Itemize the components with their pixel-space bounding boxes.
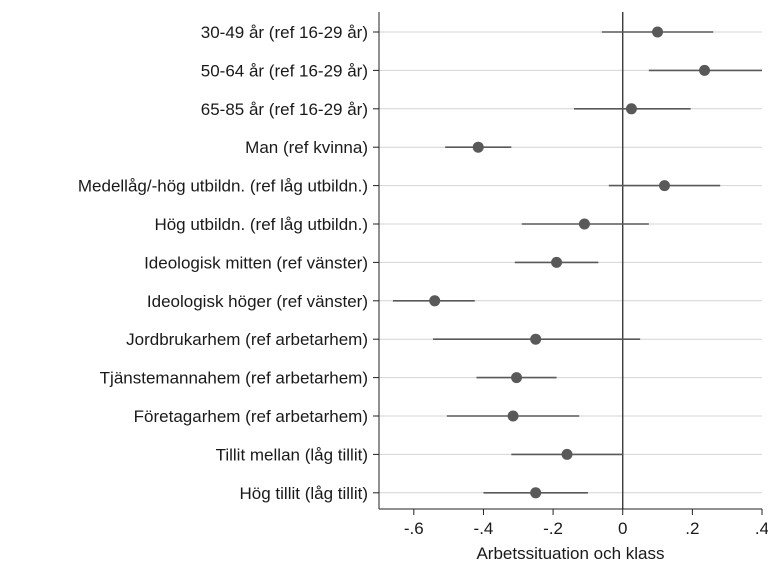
point-estimate — [551, 256, 563, 268]
point-estimate — [625, 103, 637, 115]
y-ticks — [373, 31, 379, 494]
category-label: Ideologisk höger (ref vänster) — [147, 292, 368, 311]
category-label: Man (ref kvinna) — [245, 138, 368, 157]
x-ticks — [413, 509, 763, 515]
category-labels: 30-49 år (ref 16-29 år) 50-64 år (ref 16-… — [78, 23, 368, 503]
x-tick-label: -.2 — [543, 519, 563, 538]
category-label: 30-49 år (ref 16-29 år) — [201, 23, 368, 42]
point-estimates — [429, 26, 711, 499]
category-label: Ideologisk mitten (ref vänster) — [144, 253, 368, 272]
point-estimate — [530, 333, 542, 345]
category-label: Hög utbildn. (ref låg utbildn.) — [154, 215, 368, 234]
category-label: Hög tillit (låg tillit) — [240, 484, 368, 503]
point-estimate — [699, 64, 711, 76]
x-tick-label: 0 — [618, 519, 627, 538]
category-label: 65-85 år (ref 16-29 år) — [201, 100, 368, 119]
x-tick-label: .4 — [755, 519, 768, 538]
x-tick-label: -.4 — [474, 519, 494, 538]
point-estimate — [507, 410, 519, 422]
category-label: Tjänstemannahem (ref arbetarhem) — [100, 369, 368, 388]
category-label: Jordbrukarhem (ref arbetarhem) — [126, 330, 368, 349]
point-estimate — [561, 448, 573, 460]
point-estimate — [652, 26, 664, 38]
point-estimate — [511, 372, 523, 384]
x-tick-labels: -.6 -.4 -.2 0 .2 .4 — [404, 519, 768, 538]
category-label: 50-64 år (ref 16-29 år) — [201, 61, 368, 80]
category-label: Tillit mellan (låg tillit) — [216, 445, 368, 464]
category-label: Medellåg/-hög utbildn. (ref låg utbildn.… — [78, 177, 368, 196]
x-tick-label: .2 — [685, 519, 699, 538]
category-label: Företagarhem (ref arbetarhem) — [134, 407, 368, 426]
x-axis-title: Arbetssituation och klass — [476, 544, 664, 563]
point-estimate — [530, 487, 542, 499]
x-tick-label: -.6 — [404, 519, 424, 538]
point-estimate — [472, 141, 484, 153]
point-estimate — [659, 180, 671, 192]
point-estimate — [429, 295, 441, 307]
point-estimate — [578, 218, 590, 230]
